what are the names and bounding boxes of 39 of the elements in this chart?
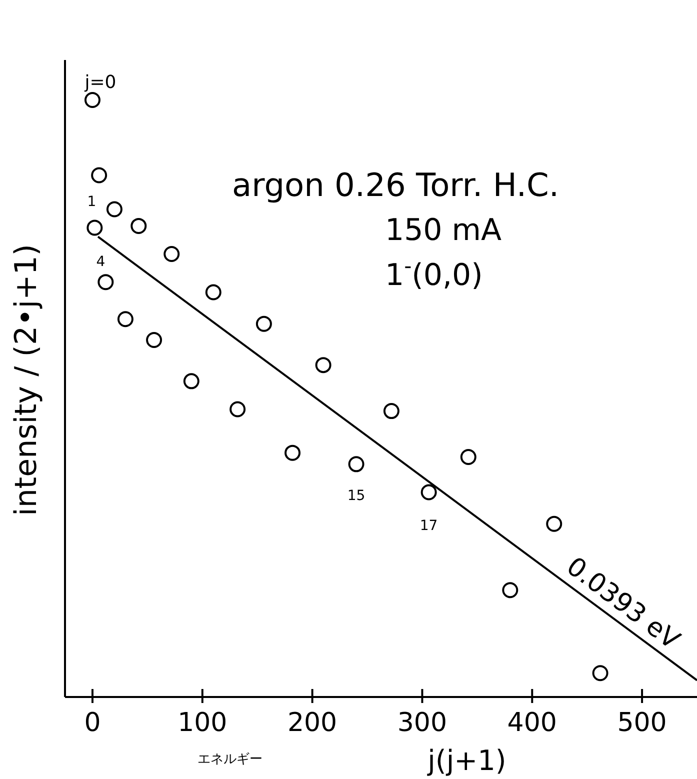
point <box>284 444 301 461</box>
point <box>383 403 400 420</box>
point <box>256 316 272 332</box>
point <box>183 373 200 390</box>
point <box>130 218 147 234</box>
point <box>205 284 222 300</box>
annotation: 4 <box>96 254 106 270</box>
point <box>164 246 180 262</box>
point <box>98 274 114 290</box>
point <box>460 449 476 466</box>
annotation: 150 mA <box>385 213 502 248</box>
x-tick-label: 100 <box>178 708 228 738</box>
annotation: 17 <box>420 518 438 534</box>
point <box>84 92 100 108</box>
x-tick-label: 400 <box>507 708 557 738</box>
point <box>117 311 134 328</box>
annotation: 15 <box>347 488 366 504</box>
point <box>420 484 437 500</box>
x-tick-label: 200 <box>287 708 338 738</box>
point <box>546 516 562 532</box>
x-tick-label: 500 <box>617 708 667 738</box>
text: エネルギー <box>198 752 262 767</box>
point <box>106 201 122 218</box>
point <box>91 167 108 184</box>
x-axis-title: j(j+1) <box>426 744 506 777</box>
point <box>86 220 103 236</box>
point <box>592 665 608 682</box>
x-tick-label: 300 <box>397 708 448 738</box>
point <box>315 357 332 374</box>
annotation: j=0 <box>84 72 116 93</box>
point <box>502 582 518 598</box>
y-axis-title: intensity / (2•j+1) <box>9 244 44 516</box>
annotation: 1$^{-}$(0,0) <box>385 254 483 293</box>
point <box>348 456 364 472</box>
point <box>146 332 162 348</box>
annotation: argon 0.26 Torr. H.C. <box>232 166 559 204</box>
x-tick-label: 0 <box>84 708 101 738</box>
point <box>230 401 246 418</box>
annotation: 1 <box>87 194 96 210</box>
